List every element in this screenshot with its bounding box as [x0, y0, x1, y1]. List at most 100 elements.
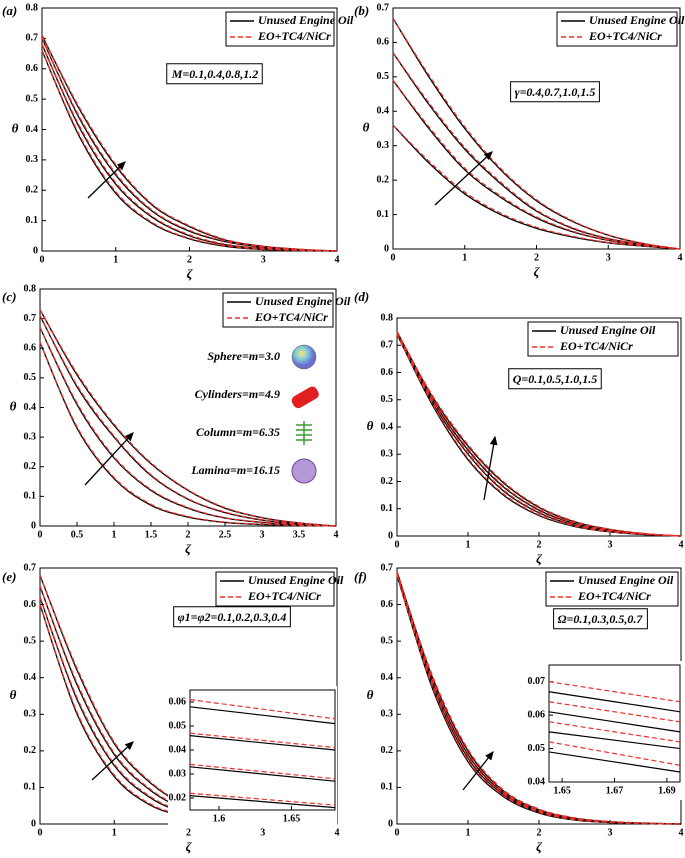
x-tick-label: 1 — [113, 254, 118, 265]
legend-label: Unused Engine Oil — [578, 573, 674, 587]
x-tick-label: 3 — [608, 827, 613, 838]
legend-label: Unused Engine Oil — [258, 13, 354, 27]
x-tick-label: 0 — [40, 254, 45, 265]
panel: 0 1 2 3 4 0 0.1 0.2 0.3 0.4 0.5 0.6 0.7 0.8 (a) ζ θ Unuse… — [2, 2, 354, 281]
y-tick-label: 0.1 — [381, 503, 394, 514]
solid-curve — [189, 795, 336, 809]
trend-arrow — [84, 432, 134, 486]
legend-box — [222, 292, 334, 328]
shape-label: Cylinders=m=4.9 — [195, 387, 280, 401]
x-tick-label: 0 — [391, 252, 396, 263]
y-tick-label: 0.2 — [24, 461, 37, 472]
y-tick-label: 0.3 — [377, 140, 390, 151]
annotation-box — [553, 608, 648, 630]
dashed-curve — [189, 699, 336, 720]
panel-label: (f) — [354, 569, 367, 584]
legend-box — [215, 571, 335, 607]
dashed-curve — [39, 327, 337, 527]
dashed-curve — [39, 315, 337, 527]
trend-arrow — [434, 151, 493, 206]
x-tick-label: 2.5 — [219, 529, 232, 540]
legend-box — [545, 571, 679, 607]
inset-frame — [548, 664, 681, 783]
y-tick-label: 0.5 — [381, 394, 394, 405]
y-tick-label: 0.3 — [381, 709, 394, 720]
plot-frame — [39, 288, 337, 527]
panel: 0 0.5 1 1.5 2 2.5 3 3.5 4 0 0.1 0.2 0.3 0.4 0.5 0.6 0.7 0… — [2, 283, 351, 556]
panel: 0 1 2 3 4 0 0.1 0.2 0.3 0.4 0.5 0.6 0.7 (b) ζ θ Unused E… — [354, 2, 685, 279]
x-tick-label: 2 — [186, 529, 191, 540]
shape-label: Lamina=m=16.15 — [190, 463, 280, 477]
annotation: Ω=0.1,0.3,0.5,0.7 — [558, 612, 644, 626]
legend-label: EO+TC4/NiCr — [559, 339, 633, 353]
x-tick-label: 2 — [537, 827, 542, 838]
dashed-curve — [189, 732, 336, 749]
solid-curve — [189, 706, 336, 725]
panel-label: (b) — [354, 3, 369, 18]
trend-arrow — [483, 435, 498, 501]
y-tick-label: 0.3 — [24, 709, 37, 720]
dashed-curve — [41, 35, 338, 252]
y-tick-label: 0.7 — [26, 33, 39, 44]
x-tick-label: 2 — [534, 252, 539, 263]
x-tick-label: 1.69 — [658, 785, 676, 796]
solid-curve — [548, 731, 681, 750]
y-tick-label: 0 — [31, 520, 36, 531]
panel: 0 1 2 3 4 0 0.1 0.2 0.3 0.4 0.5 0.6 0.7 (f) ζ θ Unused E… — [354, 562, 684, 854]
legend-box — [556, 11, 678, 47]
panel-label: (a) — [2, 3, 17, 18]
y-tick-label: 0.05 — [169, 720, 187, 731]
y-tick-label: 0.4 — [24, 672, 37, 683]
y-tick-label: 0.1 — [24, 782, 37, 793]
shape-label: Sphere=m=3.0 — [207, 349, 280, 363]
x-tick-label: 4 — [679, 539, 684, 550]
x-tick-label: 1 — [462, 252, 467, 263]
legend-label: EO+TC4/NiCr — [257, 29, 331, 43]
x-tick-label: 1.65 — [553, 785, 571, 796]
panel-label: (c) — [2, 289, 16, 304]
trend-arrow — [91, 741, 134, 781]
dashed-curve — [392, 124, 681, 250]
dashed-curve — [39, 342, 337, 527]
y-tick-label: 0.2 — [26, 185, 39, 196]
y-tick-label: 0 — [388, 530, 393, 541]
y-tick-label: 0.5 — [26, 93, 39, 104]
panel-label: (e) — [2, 569, 16, 584]
y-tick-label: 0.3 — [381, 449, 394, 460]
legend-label: Unused Engine Oil — [248, 573, 344, 587]
y-tick-label: 0.7 — [24, 313, 37, 324]
solid-curve — [392, 124, 681, 250]
x-tick-label: 4 — [679, 827, 684, 838]
solid-curve — [392, 79, 681, 250]
x-tick-label: 0 — [395, 827, 400, 838]
solid-curve — [39, 315, 337, 527]
x-tick-label: 1.67 — [606, 785, 624, 796]
y-tick-label: 0.4 — [26, 124, 39, 135]
annotation: M=0.1,0.4,0.8,1.2 — [171, 67, 259, 81]
solid-curve — [548, 751, 681, 773]
annotation: γ=0.4,0.7,1.0,1.5 — [515, 85, 596, 99]
panel-label: (d) — [354, 289, 369, 304]
y-axis-label: θ — [363, 119, 370, 134]
y-tick-label: 0.1 — [377, 209, 390, 220]
y-tick-label: 0.2 — [381, 745, 394, 756]
x-axis-label: ζ — [187, 266, 194, 281]
x-tick-label: 4 — [334, 529, 339, 540]
y-tick-label: 0.05 — [528, 743, 546, 754]
panel: 0 1 2 3 4 0 0.1 0.2 0.3 0.4 0.5 0.6 0.7 0.8 (d) ζ θ Unuse… — [354, 289, 684, 566]
y-tick-label: 0.07 — [528, 676, 546, 687]
x-tick-label: 4 — [678, 252, 683, 263]
x-tick-label: 1 — [112, 827, 117, 838]
x-tick-label: 0.5 — [71, 529, 84, 540]
x-tick-label: 0 — [38, 529, 43, 540]
y-tick-label: 0.5 — [381, 635, 394, 646]
x-tick-label: 3 — [261, 254, 266, 265]
x-tick-label: 3.5 — [293, 529, 306, 540]
dashed-curve — [39, 309, 337, 527]
y-tick-label: 0.8 — [26, 2, 39, 13]
sphere-icon — [291, 344, 317, 370]
solid-curve — [189, 766, 336, 782]
y-tick-label: 0.8 — [381, 312, 394, 323]
x-tick-label: 3 — [260, 529, 265, 540]
